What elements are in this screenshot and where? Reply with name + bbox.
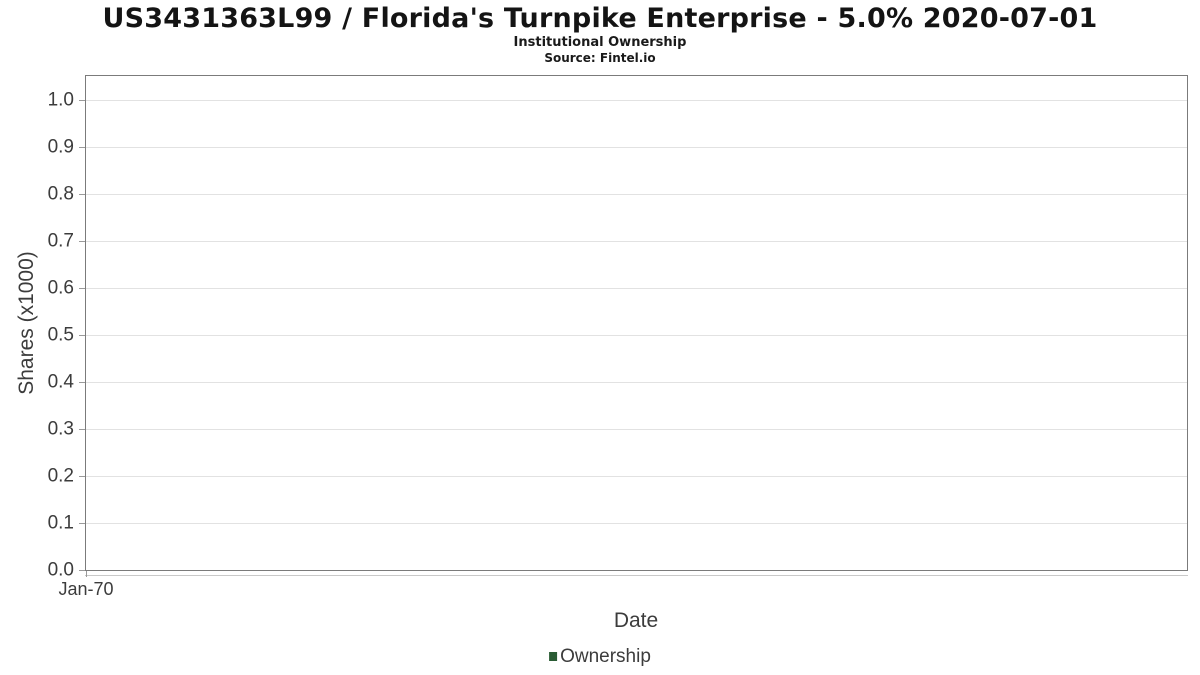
y-tick-mark (79, 99, 85, 101)
y-tick-label: 0.8 (47, 183, 74, 205)
gridline (86, 193, 1187, 195)
gridline (86, 428, 1187, 430)
x-axis-title: Date (613, 609, 659, 632)
plot-area: 0.0 0.1 0.2 0.3 0.4 0.5 0.6 0.7 0.8 0.9 1.0 Jan-70 (48, 75, 1188, 599)
y-tick-mark (79, 287, 85, 289)
y-tick-mark (79, 381, 85, 383)
gridline (86, 99, 1187, 101)
x-tick-label: Jan-70 (58, 579, 114, 599)
y-tick-mark (79, 193, 85, 195)
y-tick-mark (79, 240, 85, 242)
x-tick-mark (86, 571, 87, 577)
chart-source-note: Source: Fintel.io (544, 51, 656, 65)
y-tick-label: 0.7 (47, 230, 74, 252)
y-tick-mark (79, 522, 85, 524)
y-tick-label: 1.0 (47, 89, 74, 111)
legend: Ownership (549, 647, 651, 666)
y-tick-mark (79, 334, 85, 336)
y-tick-mark (79, 146, 85, 148)
y-tick-label: 0.5 (47, 324, 74, 346)
chart-subtitle: Institutional Ownership (513, 35, 687, 50)
y-axis-title: Shares (x1000) (15, 251, 38, 395)
y-tick-label: 0.3 (47, 418, 74, 440)
gridline (86, 475, 1187, 477)
x-axis-line (85, 575, 1188, 576)
y-tick-mark (79, 428, 85, 430)
y-tick-label: 0.2 (47, 465, 74, 487)
gridline (86, 240, 1187, 242)
y-tick-label: 0.9 (47, 136, 74, 158)
gridline (86, 334, 1187, 336)
y-tick-label: 0.6 (47, 277, 74, 299)
gridline (86, 381, 1187, 383)
legend-marker-square-icon (549, 652, 558, 661)
gridline (86, 522, 1187, 524)
y-tick-label: 0.0 (47, 559, 74, 581)
gridline (86, 287, 1187, 289)
y-tick-mark (79, 475, 85, 477)
chart-title: US3431363L99 / Florida's Turnpike Enterp… (102, 3, 1098, 34)
gridline (86, 146, 1187, 148)
y-tick-mark (79, 570, 85, 571)
y-tick-label: 0.1 (47, 512, 74, 534)
y-tick-label: 0.4 (47, 371, 74, 393)
legend-label: Ownership (560, 646, 651, 667)
